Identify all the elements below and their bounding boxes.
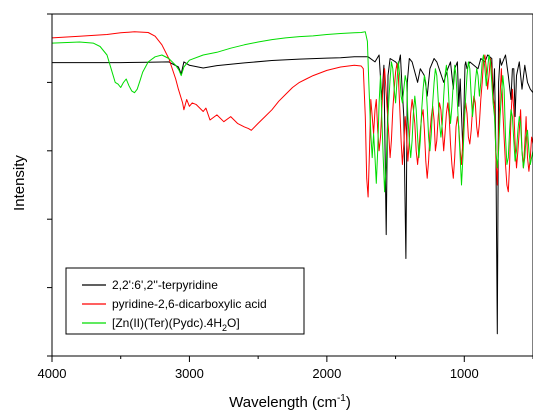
x-axis-title-main: Wavelength (cm [229, 394, 337, 411]
x-tick-label: 4000 [38, 366, 67, 381]
legend-label-2: pyridine-2,6-dicarboxylic acid [112, 297, 267, 311]
x-axis-title-superscript: -1 [337, 393, 346, 404]
x-tick-label: 1000 [450, 366, 479, 381]
legend-label-1: 2,2':6',2''-terpyridine [112, 278, 218, 292]
y-axis-ticks [47, 13, 52, 357]
x-tick-label: 2000 [312, 366, 341, 381]
x-axis-title-close: ) [346, 394, 351, 411]
series-layer [51, 31, 533, 335]
x-axis-title: Wavelength (cm-1) [229, 393, 351, 411]
x-axis-ticks: 4000 3000 2000 1000 [38, 356, 533, 381]
plot-frame [51, 13, 533, 357]
y-axis-title: Intensity [11, 155, 28, 211]
x-tick-label: 3000 [175, 366, 204, 381]
legend-items: 2,2':6',2''-terpyridine pyridine-2,6-dica… [82, 278, 267, 333]
legend: 2,2':6',2''-terpyridine pyridine-2,6-dica… [65, 267, 305, 335]
series-line-3 [51, 31, 533, 193]
legend-label-3: [Zn(II)(Ter)(Pydc).4H2O] [112, 316, 240, 333]
series-line-1 [52, 54, 533, 335]
